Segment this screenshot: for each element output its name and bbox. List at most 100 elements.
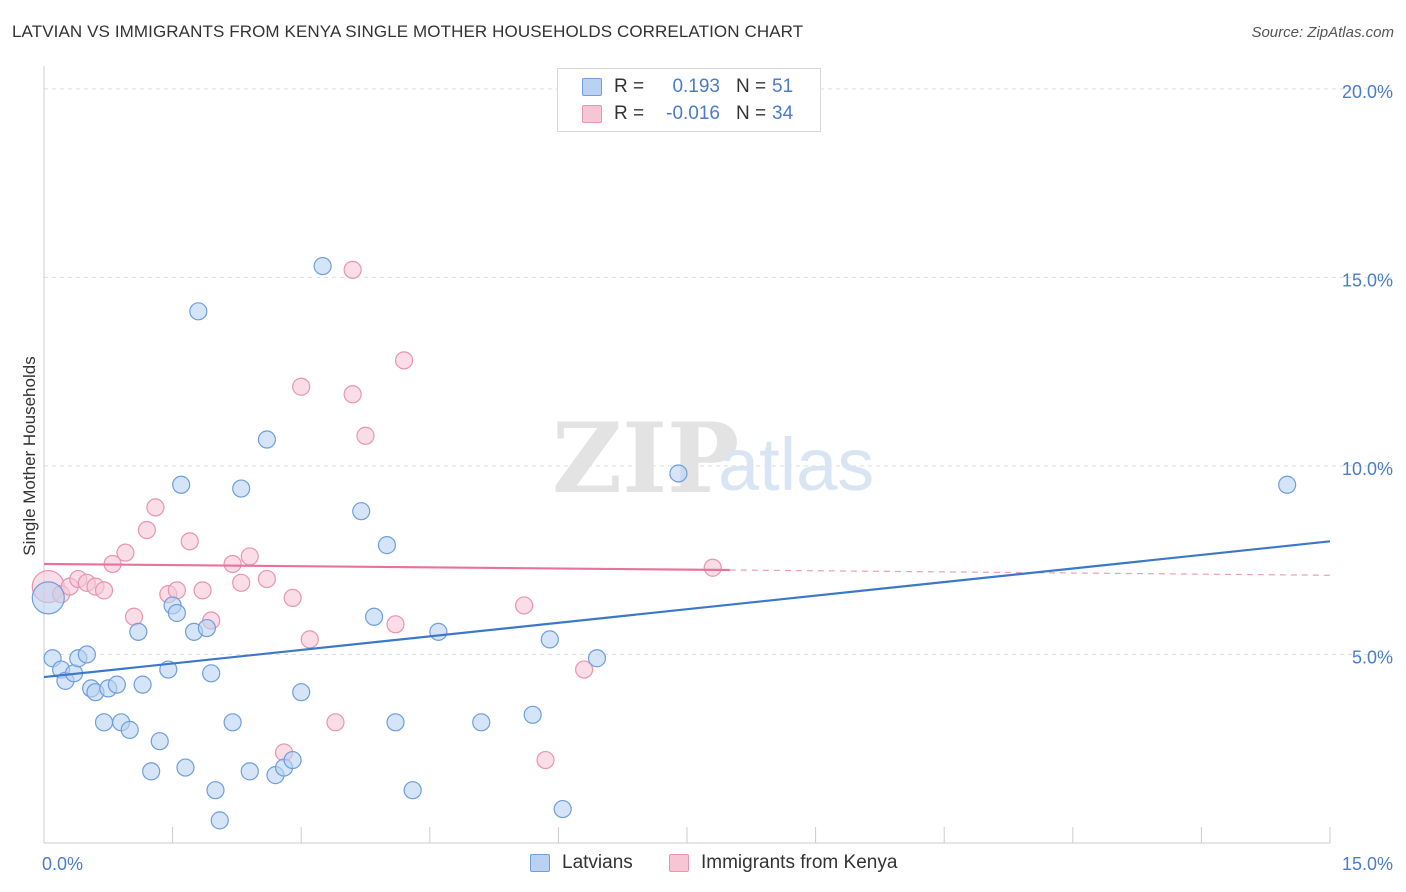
legend-r-value: 0.193 — [672, 76, 720, 97]
latvians-point[interactable] — [150, 732, 169, 751]
latvians-point[interactable] — [472, 713, 491, 732]
latvians-point[interactable] — [120, 720, 139, 739]
legend-row-kenya: R = -0.016 N = 34 — [582, 102, 793, 126]
legend-r-label: R = — [614, 103, 645, 124]
stats-legend: R = 0.193 N = 51 R = -0.016 N = 34 — [557, 68, 821, 132]
kenya-point[interactable] — [124, 607, 144, 626]
kenya-point[interactable] — [223, 554, 242, 574]
series-legend: Latvians Immigrants from Kenya — [0, 852, 1406, 878]
kenya-point[interactable] — [292, 377, 311, 396]
kenya-point[interactable] — [240, 547, 259, 566]
latvians-point[interactable] — [197, 618, 216, 638]
latvians-point[interactable] — [403, 781, 422, 800]
latvians-point[interactable] — [540, 630, 559, 649]
kenya-point[interactable] — [167, 581, 186, 600]
watermark-zip: ZIP — [552, 402, 739, 515]
axes — [43, 66, 1331, 844]
watermark: ZIP atlas — [552, 402, 874, 515]
kenya-point[interactable] — [575, 660, 594, 679]
kenya-point[interactable] — [146, 498, 165, 517]
latvians-point[interactable] — [210, 811, 229, 830]
x-tick-label: 0.0% — [42, 854, 83, 874]
latvians-point[interactable] — [240, 762, 259, 781]
latvians-point[interactable] — [352, 502, 371, 521]
latvians-point[interactable] — [283, 750, 302, 770]
chart-title: LATVIAN VS IMMIGRANTS FROM KENYA SINGLE … — [12, 22, 804, 41]
latvians-point[interactable] — [202, 664, 221, 683]
kenya-point[interactable] — [283, 588, 302, 608]
legend-row-latvians: R = 0.193 N = 51 — [582, 75, 793, 99]
latvians-point[interactable] — [189, 302, 208, 321]
latvians-point[interactable] — [206, 781, 225, 800]
trend-lines — [43, 540, 1331, 679]
y-tick-label: 15.0% — [1342, 270, 1393, 290]
latvians-point[interactable] — [232, 479, 251, 498]
legend-latvians-label: Latvians — [562, 852, 633, 873]
kenya-point[interactable] — [300, 630, 319, 649]
kenya-point[interactable] — [193, 581, 212, 600]
latvians-point[interactable] — [94, 713, 114, 732]
source-label: Source: ZipAtlas.com — [1251, 24, 1394, 41]
legend-n-value: 34 — [772, 103, 794, 124]
latvians-trend-line — [43, 540, 1331, 679]
legend-r-value: -0.016 — [666, 103, 720, 124]
latvians-point[interactable] — [133, 675, 152, 694]
x-tick-label: 15.0% — [1342, 854, 1393, 874]
latvians-point[interactable] — [129, 622, 148, 641]
latvians-point[interactable] — [257, 430, 277, 449]
kenya-point[interactable] — [257, 569, 277, 589]
latvians-point[interactable] — [31, 581, 65, 615]
latvians-point[interactable] — [377, 536, 397, 555]
legend-n-label: N = — [736, 76, 767, 97]
kenya-point[interactable] — [137, 520, 156, 540]
kenya-point[interactable] — [343, 385, 362, 404]
kenya-point[interactable] — [536, 750, 555, 770]
watermark-atlas: atlas — [718, 423, 874, 506]
legend-r-label: R = — [614, 76, 645, 97]
latvians-point[interactable] — [313, 256, 332, 276]
tick-labels: 5.0% 10.0% 15.0% 20.0% 0.0% 15.0% — [42, 82, 1393, 874]
legend-item-latvians[interactable]: Latvians — [530, 852, 633, 874]
latvians-point[interactable] — [553, 799, 572, 819]
latvians-point[interactable] — [669, 464, 688, 483]
latvians-point[interactable] — [176, 758, 195, 777]
latvians-point[interactable] — [223, 713, 242, 732]
legend-item-kenya[interactable]: Immigrants from Kenya — [669, 852, 897, 874]
kenya-point[interactable] — [386, 615, 405, 634]
kenya-point[interactable] — [326, 713, 345, 732]
kenya-point[interactable] — [94, 581, 114, 600]
kenya-point[interactable] — [394, 351, 414, 370]
latvians-point[interactable] — [364, 607, 384, 626]
kenya-legend-swatch — [669, 854, 689, 872]
latvians-point[interactable] — [386, 713, 405, 732]
y-tick-label: 5.0% — [1352, 647, 1393, 667]
kenya-point[interactable] — [703, 558, 722, 577]
y-tick-label: 10.0% — [1342, 459, 1393, 479]
legend-kenya-label: Immigrants from Kenya — [701, 852, 898, 873]
latvians-point[interactable] — [292, 683, 311, 702]
latvians-point[interactable] — [1278, 475, 1297, 494]
latvians-points — [31, 256, 1297, 830]
kenya-point[interactable] — [356, 426, 375, 445]
kenya-point[interactable] — [116, 543, 135, 562]
kenya-trend-line — [43, 562, 730, 572]
y-tick-label: 20.0% — [1342, 82, 1393, 102]
legend-n-label: N = — [736, 103, 767, 124]
kenya-point[interactable] — [343, 260, 362, 279]
latvians-point[interactable] — [587, 649, 607, 668]
latvians-swatch — [582, 78, 602, 96]
kenya-swatch — [582, 105, 602, 123]
latvians-point[interactable] — [172, 475, 191, 494]
latvians-point[interactable] — [142, 762, 161, 781]
latvians-legend-swatch — [530, 854, 550, 872]
kenya-point[interactable] — [232, 573, 251, 592]
latvians-point[interactable] — [107, 675, 126, 694]
latvians-point[interactable] — [523, 705, 542, 724]
latvians-point[interactable] — [429, 622, 448, 641]
kenya-point[interactable] — [515, 596, 534, 615]
legend-n-value: 51 — [772, 76, 794, 97]
latvians-point[interactable] — [77, 645, 96, 664]
latvians-point[interactable] — [167, 603, 186, 623]
kenya-point[interactable] — [180, 532, 199, 551]
